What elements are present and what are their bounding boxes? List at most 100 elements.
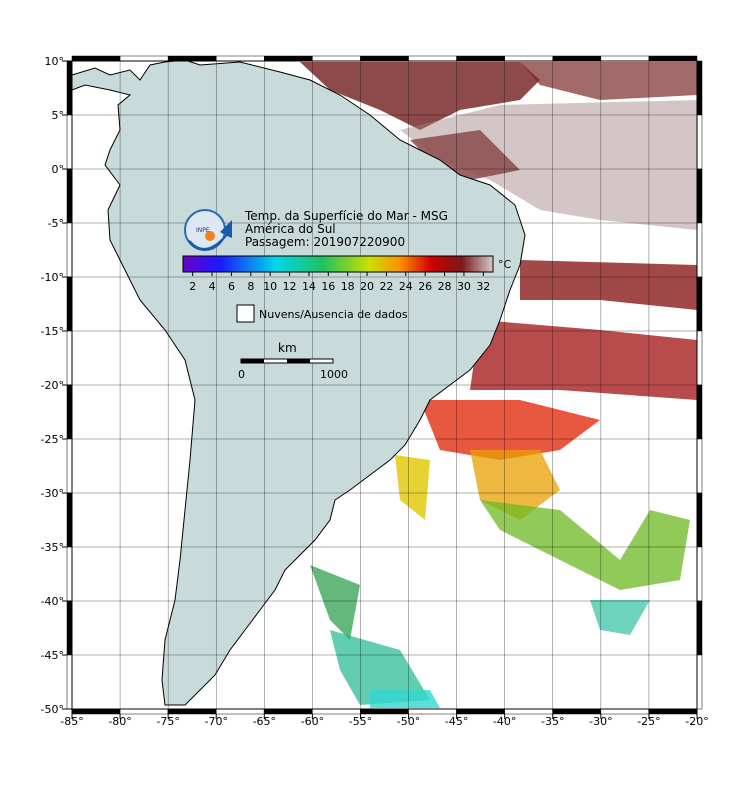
frame-segment [167, 708, 217, 715]
frame-segment [215, 55, 265, 62]
frame-segment [696, 276, 703, 332]
y-tick-label: 5° [52, 109, 65, 122]
legend-swatch [236, 304, 255, 323]
frame-segment [66, 384, 73, 440]
colorbar-label: 18 [341, 280, 355, 293]
frame-segment [264, 55, 313, 62]
frame-segment [66, 222, 73, 278]
frame-segment [66, 114, 73, 170]
frame-segment [264, 708, 313, 715]
colorbar-unit: °C [498, 258, 512, 271]
frame-segment [119, 708, 169, 715]
frame-segment [66, 330, 73, 386]
frame-segment [696, 654, 703, 710]
frame-segment [648, 708, 698, 715]
x-tick-label: -45° [445, 715, 468, 728]
frame-segment [696, 600, 703, 656]
colorbar [182, 255, 494, 273]
frame-segment [696, 384, 703, 440]
y-tick-label: -35° [41, 541, 64, 554]
frame [71, 60, 698, 710]
colorbar-label: 16 [321, 280, 335, 293]
colorbar-label: 28 [438, 280, 452, 293]
logo: INPE [184, 209, 232, 251]
frame-segment [696, 168, 703, 224]
y-tick-label: -50° [41, 703, 64, 716]
scale-unit: km [278, 341, 297, 355]
scale-bar [240, 358, 334, 364]
frame-segment [696, 114, 703, 170]
colorbar-label: 30 [457, 280, 471, 293]
frame-segment [696, 546, 703, 602]
frame-segment [119, 55, 169, 62]
frame-segment [456, 708, 505, 715]
frame-segment [312, 708, 361, 715]
frame-segment [312, 55, 361, 62]
frame-segment [66, 546, 73, 602]
x-tick-label: -85° [60, 715, 83, 728]
x-tick-label: -30° [589, 715, 612, 728]
frame-segment [71, 708, 121, 715]
y-tick-label: 0° [52, 163, 65, 176]
colorbar-label: 32 [476, 280, 490, 293]
frame-segment [66, 60, 73, 116]
y-tick-label: -15° [41, 325, 64, 338]
frame-segment [408, 708, 457, 715]
title: Temp. da Superfície do Mar - MSG [244, 209, 448, 223]
legend-label: Nuvens/Ausencia de dados [259, 308, 408, 321]
land [71, 59, 526, 706]
x-tick-label: -50° [397, 715, 420, 728]
frame-segment [66, 438, 73, 494]
y-tick-label: -40° [41, 595, 64, 608]
y-tick-label: -30° [41, 487, 64, 500]
colorbar-label: 20 [360, 280, 374, 293]
frame-segment [408, 55, 457, 62]
frame-segment [696, 60, 703, 116]
x-tick-label: -40° [493, 715, 516, 728]
y-tick-label: -20° [41, 379, 64, 392]
frame-segment [66, 600, 73, 656]
frame-segment [696, 492, 703, 548]
frame-segment [66, 276, 73, 332]
colorbar-label: 26 [418, 280, 432, 293]
colorbar-label: 10 [263, 280, 277, 293]
frame-segment [504, 55, 554, 62]
frame-segment [456, 55, 505, 62]
x-tick-label: -55° [349, 715, 372, 728]
frame-segment [552, 708, 602, 715]
y-tick-label: -45° [41, 649, 64, 662]
frame-segment [215, 708, 265, 715]
logo-text: INPE [196, 227, 210, 234]
frame-segment [504, 708, 554, 715]
colorbar-label: 8 [247, 280, 254, 293]
sst-patches [300, 62, 697, 708]
x-tick-label: -80° [108, 715, 131, 728]
scale-label: 1000 [320, 368, 348, 381]
colorbar-label: 2 [189, 280, 196, 293]
y-tick-label: 10° [45, 55, 65, 68]
scale-label: 0 [238, 368, 245, 381]
y-tick-label: -5° [48, 217, 64, 230]
x-tick-label: -35° [541, 715, 564, 728]
frame-segment [696, 438, 703, 494]
frame-segment [600, 55, 650, 62]
pass: Passagem: 201907220900 [245, 235, 405, 249]
x-tick-label: -20° [685, 715, 708, 728]
colorbar-label: 4 [209, 280, 216, 293]
x-tick-label: -65° [253, 715, 276, 728]
frame-segment [552, 55, 602, 62]
y-tick-label: -25° [41, 433, 64, 446]
frame-segment [71, 55, 121, 62]
frame-segment [360, 708, 409, 715]
frame-segment [696, 330, 703, 386]
x-tick-label: -70° [204, 715, 227, 728]
frame-segment [66, 168, 73, 224]
colorbar-label: 6 [228, 280, 235, 293]
x-tick-label: -60° [301, 715, 324, 728]
frame-segment [167, 55, 217, 62]
frame-segment [66, 654, 73, 710]
subtitle: América do Sul [245, 222, 336, 236]
y-tick-label: -10° [41, 271, 64, 284]
colorbar-label: 22 [379, 280, 393, 293]
